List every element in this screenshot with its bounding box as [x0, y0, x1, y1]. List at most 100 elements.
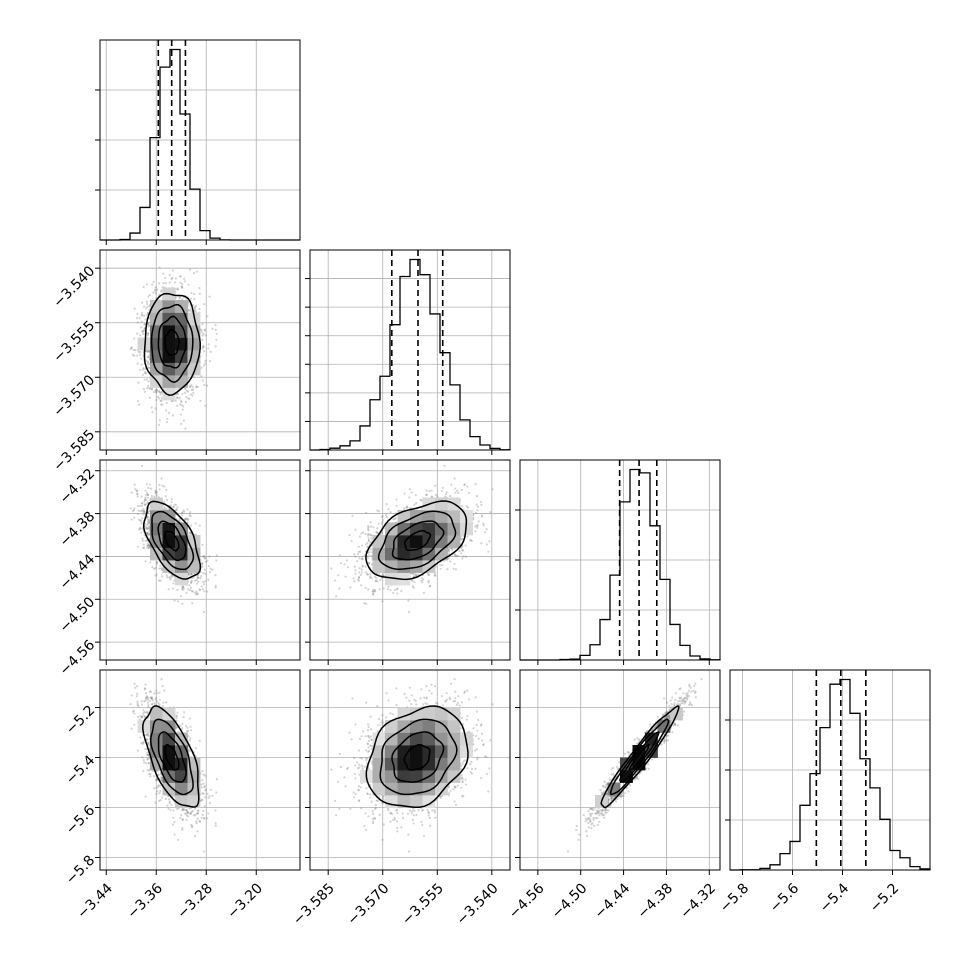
scatter-point: [179, 413, 183, 416]
scatter-point: [375, 577, 378, 580]
scatter-point: [596, 812, 599, 815]
scatter-point: [368, 736, 371, 739]
scatter-point: [605, 792, 608, 795]
density-cell: [162, 375, 176, 388]
scatter-point: [145, 493, 148, 496]
scatter-point: [141, 330, 144, 333]
scatter-point: [147, 741, 150, 745]
scatter-point: [149, 487, 153, 490]
contour-level-1: [157, 315, 187, 369]
scatter-point: [146, 516, 149, 519]
scatter-point: [143, 687, 147, 690]
scatter-point: [582, 814, 585, 817]
scatter-point: [144, 498, 148, 501]
scatter-point: [614, 800, 618, 803]
scatter-point: [450, 682, 453, 685]
scatter-point: [154, 286, 158, 289]
scatter-point: [203, 568, 206, 571]
scatter-point: [363, 824, 366, 828]
scatter-point: [679, 687, 682, 690]
scatter-point: [133, 507, 136, 510]
scatter-point: [150, 494, 153, 498]
scatter-point: [176, 392, 180, 396]
scatter-point: [475, 503, 478, 506]
scatter-point: [394, 517, 397, 520]
scatter-point: [140, 502, 144, 505]
scatter-point: [155, 692, 158, 695]
y-tick-label: −5.2: [63, 702, 98, 737]
scatter-point: [179, 281, 182, 284]
scatter-point: [354, 572, 357, 575]
scatter-point: [144, 747, 147, 751]
scatter-point: [147, 360, 150, 364]
scatter-point: [147, 546, 151, 550]
scatter-point: [189, 385, 192, 388]
scatter-point: [403, 507, 406, 510]
scatter-point: [142, 709, 145, 712]
scatter-point: [149, 775, 152, 778]
scatter-point: [480, 723, 483, 726]
scatter-point: [159, 799, 162, 802]
scatter-point: [454, 487, 457, 490]
scatter-point: [145, 300, 148, 303]
scatter-point: [189, 586, 193, 589]
scatter-point: [201, 322, 204, 326]
scatter-point: [369, 534, 373, 537]
scatter-point: [143, 688, 147, 691]
scatter-point: [596, 809, 600, 812]
scatter-point: [417, 573, 420, 576]
scatter-point: [155, 388, 159, 391]
scatter-point: [145, 359, 149, 363]
scatter-point: [208, 801, 212, 805]
scatter-point: [411, 585, 415, 588]
scatter-point: [147, 350, 150, 353]
scatter-point: [426, 702, 429, 706]
scatter-point: [136, 492, 139, 495]
density-cell: [162, 732, 176, 746]
scatter-point: [334, 579, 337, 582]
scatter-point: [587, 810, 590, 813]
scatter-point: [175, 508, 178, 512]
scatter-point: [179, 275, 182, 278]
scatter-point: [141, 537, 144, 540]
scatter-point: [382, 587, 385, 590]
scatter-point: [444, 495, 447, 498]
scatter-point: [360, 807, 363, 810]
scatter-point: [155, 786, 158, 789]
scatter-point: [184, 518, 187, 521]
scatter-point: [169, 575, 172, 578]
scatter-point: [370, 800, 373, 803]
scatter-point: [590, 807, 593, 811]
scatter-point: [163, 507, 166, 510]
scatter-point: [147, 772, 151, 776]
scatter-point: [137, 381, 140, 384]
scatter-point: [196, 830, 199, 833]
scatter-point: [354, 764, 357, 767]
scatter-point: [139, 334, 142, 337]
scatter-point: [187, 397, 190, 400]
scatter-point: [338, 587, 341, 590]
scatter-point: [458, 549, 461, 553]
scatter-point: [185, 809, 188, 812]
scatter-point: [682, 700, 685, 703]
density-cell: [385, 560, 398, 573]
scatter-point: [358, 550, 361, 553]
scatter-point: [395, 820, 399, 823]
scatter-point: [186, 810, 189, 814]
scatter-point: [461, 778, 464, 781]
scatter-point: [146, 313, 149, 317]
density-cell: [150, 510, 163, 523]
scatter-point: [457, 695, 460, 698]
scatter-point: [161, 685, 164, 688]
scatter-point: [154, 491, 157, 495]
scatter-point: [628, 753, 631, 756]
scatter-point: [362, 730, 365, 733]
scatter-point: [147, 356, 150, 359]
scatter-point: [688, 685, 691, 688]
scatter-point: [443, 464, 446, 467]
scatter-point: [422, 591, 426, 594]
scatter-point: [460, 537, 463, 541]
scatter-point: [385, 692, 388, 695]
scatter-point: [373, 817, 376, 820]
scatter-point: [584, 817, 587, 820]
